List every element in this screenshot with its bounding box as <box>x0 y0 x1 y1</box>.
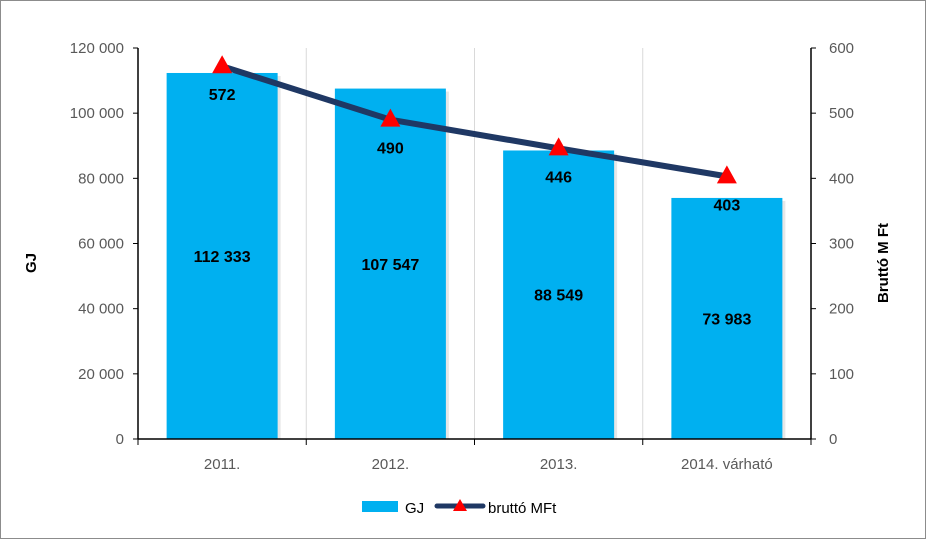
bar <box>503 150 615 439</box>
bar-value-label: 73 983 <box>702 311 751 328</box>
category-gridlines <box>305 48 644 439</box>
left-tick-label: 120 000 <box>70 40 124 57</box>
legend-swatch-gj <box>362 501 398 512</box>
category-tick-label: 2014. várható <box>681 456 773 473</box>
legend-label-gj: GJ <box>405 500 424 517</box>
left-axis-title: GJ <box>23 253 40 273</box>
legend: GJ bruttó MFt <box>362 499 557 517</box>
line-marker <box>380 108 401 127</box>
right-tick-label: 400 <box>829 170 854 187</box>
right-tick-label: 300 <box>829 236 854 253</box>
line-value-label: 490 <box>377 141 404 158</box>
left-tick-label: 0 <box>116 431 124 448</box>
bar-value-label: 112 333 <box>194 249 251 266</box>
bar <box>671 197 783 439</box>
left-tick-label: 100 000 <box>70 105 124 122</box>
right-tick-label: 500 <box>829 105 854 122</box>
line-marker <box>212 55 233 74</box>
right-tick-label: 100 <box>829 366 854 383</box>
bar <box>334 88 446 440</box>
category-tick-label: 2011. <box>204 456 240 473</box>
line-value-label: 572 <box>209 87 236 104</box>
line-value-label: 446 <box>545 169 572 186</box>
line-path <box>219 63 730 180</box>
bar-series-gj <box>166 72 786 440</box>
left-tick-label: 60 000 <box>78 236 124 253</box>
line-value-label: 403 <box>714 197 741 214</box>
bar <box>166 72 278 440</box>
right-tick-label: 200 <box>829 301 854 318</box>
right-axis-title: Bruttó M Ft <box>875 223 892 303</box>
left-tick-label: 20 000 <box>78 366 124 383</box>
bar-value-label: 107 547 <box>361 257 419 274</box>
bar-value-labels: 112 333 107 547 88 549 73 983 <box>194 249 752 328</box>
line-value-labels: 572 490 446 403 <box>209 87 741 214</box>
right-tick-label: 0 <box>829 431 837 448</box>
category-tick-label: 2012. <box>372 456 410 473</box>
right-axis-ticks: 0 100 200 300 400 500 600 <box>811 40 854 448</box>
category-axis-ticks: 2011. 2012. 2013. 2014. várható <box>137 439 812 473</box>
bar-value-label: 88 549 <box>534 288 583 305</box>
left-tick-label: 80 000 <box>78 170 124 187</box>
line-marker <box>548 137 569 156</box>
left-axis-ticks: 0 20 000 40 000 60 000 80 000 100 000 120 000 <box>70 40 138 448</box>
left-tick-label: 40 000 <box>78 301 124 318</box>
line-marker <box>716 165 737 184</box>
legend-label-brutto: bruttó MFt <box>488 500 557 517</box>
line-series-brutto <box>212 55 737 184</box>
right-tick-label: 600 <box>829 40 854 57</box>
category-tick-label: 2013. <box>540 456 578 473</box>
legend-swatch-brutto-marker <box>453 499 467 511</box>
